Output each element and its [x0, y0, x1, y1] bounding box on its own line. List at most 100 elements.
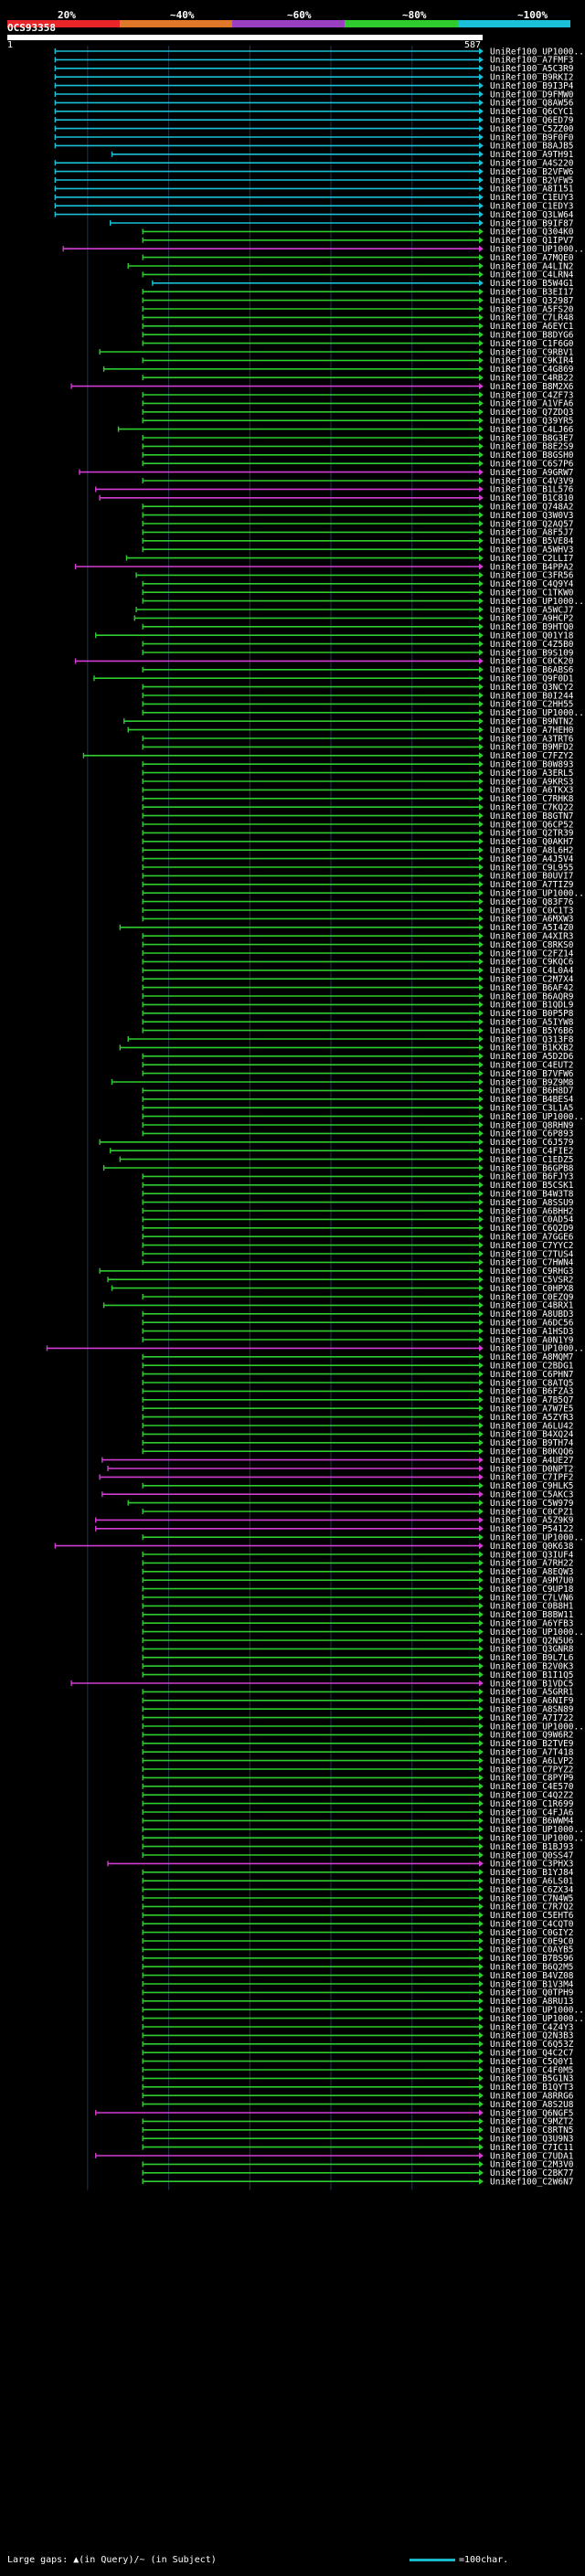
hit-label[interactable]: UniRef100_A7B5Q7	[490, 1395, 574, 1405]
hit-row[interactable]: UniRef100_B0UVI7	[142, 872, 574, 882]
hit-label[interactable]: UniRef100_A9KRS3	[490, 777, 574, 787]
hit-row[interactable]: UniRef100_A9TH91	[111, 150, 574, 160]
hit-label[interactable]: UniRef100_Q3LW64	[490, 210, 574, 220]
hit-label[interactable]: UniRef100_UP1000...	[490, 1112, 585, 1122]
hit-label[interactable]: UniRef100_B5Y6B6	[490, 1026, 574, 1036]
hit-row[interactable]: UniRef100_C0AYB5	[142, 1945, 574, 1956]
hit-row[interactable]: UniRef100_C6J579	[99, 1138, 574, 1148]
hit-row[interactable]: UniRef100_C4BRX1	[102, 1301, 574, 1311]
hit-label[interactable]: UniRef100_C5W979	[490, 1499, 574, 1509]
hit-row[interactable]: UniRef100_UP1000...	[142, 1627, 585, 1638]
hit-label[interactable]: UniRef100_UP1000...	[490, 597, 585, 607]
hit-row[interactable]: UniRef100_B9RKI2	[54, 73, 574, 83]
hit-label[interactable]: UniRef100_B4PPA2	[490, 562, 574, 572]
hit-row[interactable]: UniRef100_UP1000...	[142, 1834, 585, 1844]
hit-label[interactable]: UniRef100_UP1000...	[490, 708, 585, 718]
hit-label[interactable]: UniRef100_B1VDC5	[490, 1679, 574, 1689]
hit-label[interactable]: UniRef100_C7RHK8	[490, 794, 574, 804]
hit-label[interactable]: UniRef100_B3EI17	[490, 288, 574, 298]
hit-label[interactable]: UniRef100_B9I3P4	[490, 81, 574, 91]
hit-label[interactable]: UniRef100_C8ATQ5	[490, 1378, 574, 1388]
hit-row[interactable]: UniRef100_B9I3P4	[54, 81, 574, 91]
hit-row[interactable]: UniRef100_C9HLK5	[142, 1481, 574, 1491]
hit-row[interactable]: UniRef100_C7N4W5	[142, 1893, 574, 1903]
hit-row[interactable]: UniRef100_B4W3T8	[142, 1190, 574, 1200]
hit-row[interactable]: UniRef100_C7UDA1	[95, 2151, 574, 2161]
hit-row[interactable]: UniRef100_C4Q2Z2	[142, 1791, 574, 1801]
hit-label[interactable]: UniRef100_A8S2U8	[490, 2100, 574, 2110]
hit-label[interactable]: UniRef100_C7HWN4	[490, 1258, 574, 1268]
hit-label[interactable]: UniRef100_A6MXW3	[490, 915, 574, 925]
hit-row[interactable]: UniRef100_C3L1A5	[142, 1104, 574, 1114]
hit-row[interactable]: UniRef100_UP1000...	[142, 1825, 585, 1835]
hit-row[interactable]: UniRef100_A8RU13	[142, 1997, 574, 2007]
hit-label[interactable]: UniRef100_A5ZYR3	[490, 1413, 574, 1423]
hit-label[interactable]: UniRef100_Q313F8	[490, 1034, 574, 1044]
hit-row[interactable]: UniRef100_A6EYC1	[142, 322, 574, 332]
hit-row[interactable]: UniRef100_C4FIE2	[109, 1147, 574, 1157]
hit-label[interactable]: UniRef100_A9TH91	[490, 150, 574, 160]
hit-row[interactable]: UniRef100_B1V3M4	[142, 1979, 574, 1989]
hit-row[interactable]: UniRef100_C7LR48	[142, 313, 574, 323]
hit-label[interactable]: UniRef100_Q9W6R2	[490, 1731, 574, 1741]
hit-label[interactable]: UniRef100_B5VE84	[490, 536, 574, 546]
hit-row[interactable]: UniRef100_A6NIF9	[142, 1696, 574, 1706]
hit-label[interactable]: UniRef100_Q2AQ57	[490, 519, 574, 529]
hit-label[interactable]: UniRef100_C2FZ14	[490, 949, 574, 959]
hit-label[interactable]: UniRef100_C4ZF73	[490, 390, 574, 400]
hit-label[interactable]: UniRef100_B9HTQ0	[490, 622, 574, 632]
hit-label[interactable]: UniRef100_B9L7L6	[490, 1653, 574, 1663]
hit-label[interactable]: UniRef100_A8RU13	[490, 1997, 574, 2007]
hit-label[interactable]: UniRef100_B4XQ24	[490, 1430, 574, 1440]
hit-row[interactable]: UniRef100_C4L0A4	[142, 966, 574, 976]
hit-label[interactable]: UniRef100_P54122	[490, 1524, 574, 1534]
hit-row[interactable]: UniRef100_A6LVP2	[142, 1756, 574, 1766]
hit-row[interactable]: UniRef100_C0B8H1	[142, 1602, 574, 1612]
hit-row[interactable]: UniRef100_B4VZ08	[142, 1971, 574, 1981]
hit-row[interactable]: UniRef100_C4Q9Y4	[142, 579, 574, 589]
hit-row[interactable]: UniRef100_Q3LW64	[54, 210, 574, 220]
hit-row[interactable]: UniRef100_A7TIZ9	[142, 880, 574, 890]
hit-row[interactable]: UniRef100_Q3W0V3	[142, 511, 574, 521]
hit-row[interactable]: UniRef100_C8RKS0	[142, 940, 574, 950]
hit-row[interactable]: UniRef100_A8MQM7	[142, 1352, 574, 1362]
hit-label[interactable]: UniRef100_C7IC11	[490, 2143, 574, 2153]
hit-row[interactable]: UniRef100_C9RHG3	[99, 1267, 574, 1277]
hit-row[interactable]: UniRef100_Q304K0	[142, 228, 574, 238]
hit-row[interactable]: UniRef100_B9NTN2	[123, 717, 574, 727]
hit-label[interactable]: UniRef100_C7R7Q2	[490, 1903, 574, 1913]
hit-row[interactable]: UniRef100_C2BDG1	[142, 1362, 574, 1372]
hit-row[interactable]: UniRef100_C4Z5B0	[142, 640, 574, 650]
hit-label[interactable]: UniRef100_Q8RHN9	[490, 1120, 574, 1130]
hit-row[interactable]: UniRef100_C0CPZ1	[142, 1507, 574, 1517]
hit-label[interactable]: UniRef100_B1L576	[490, 485, 574, 495]
hit-label[interactable]: UniRef100_A0N1Y9	[490, 1335, 574, 1345]
hit-label[interactable]: UniRef100_A5WCJ7	[490, 605, 574, 615]
hit-label[interactable]: UniRef100_Q6NGF5	[490, 2108, 574, 2118]
hit-row[interactable]: UniRef100_A3TRT6	[142, 734, 574, 744]
hit-row[interactable]: UniRef100_C0C1T3	[142, 906, 574, 916]
hit-label[interactable]: UniRef100_C7PYZ2	[490, 1765, 574, 1775]
hit-row[interactable]: UniRef100_B6ABS6	[142, 665, 574, 675]
hit-row[interactable]: UniRef100_C6Q2D9	[142, 1224, 574, 1234]
hit-row[interactable]: UniRef100_A9GRW7	[79, 468, 574, 478]
hit-label[interactable]: UniRef100_B0W893	[490, 760, 574, 770]
hit-label[interactable]: UniRef100_C0C1T3	[490, 906, 574, 916]
hit-row[interactable]: UniRef100_A7MQE0	[142, 253, 574, 263]
hit-row[interactable]: UniRef100_C4CQT0	[142, 1920, 574, 1930]
hit-label[interactable]: UniRef100_B2TVE9	[490, 1739, 574, 1749]
hit-row[interactable]: UniRef100_Q9F0D1	[93, 674, 574, 684]
hit-row[interactable]: UniRef100_B6AQR9	[142, 991, 574, 1002]
hit-row[interactable]: UniRef100_C7RHK8	[142, 794, 574, 804]
hit-label[interactable]: UniRef100_B6H8D7	[490, 1087, 574, 1097]
hit-label[interactable]: UniRef100_Q39YR5	[490, 417, 574, 427]
hit-label[interactable]: UniRef100_A7HEH0	[490, 726, 574, 736]
hit-row[interactable]: UniRef100_C4LJ66	[117, 425, 574, 435]
hit-row[interactable]: UniRef100_C9UP18	[142, 1585, 574, 1595]
hit-row[interactable]: UniRef100_C1EUY3	[54, 193, 574, 203]
hit-label[interactable]: UniRef100_B9IF87	[490, 218, 574, 228]
hit-row[interactable]: UniRef100_C5W979	[127, 1499, 574, 1509]
hit-label[interactable]: UniRef100_B8BW11	[490, 1610, 574, 1620]
hit-row[interactable]: UniRef100_Q2AQ57	[142, 519, 574, 529]
hit-label[interactable]: UniRef100_A4XIR3	[490, 932, 574, 942]
